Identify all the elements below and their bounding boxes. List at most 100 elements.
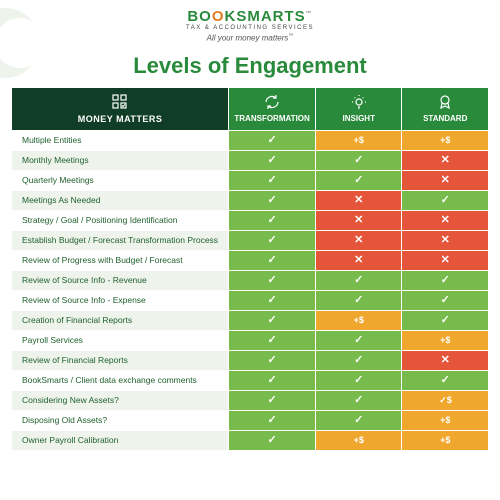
header-transformation: TRANSFORMATION	[229, 88, 315, 130]
plus-icon: +$	[439, 434, 451, 446]
status-cell: +$	[402, 131, 488, 150]
brand-logo: BOOKSMARTS™ TAX & ACCOUNTING SERVICES Al…	[0, 0, 500, 43]
header-standard: STANDARD	[402, 88, 488, 130]
status-cell: +$	[402, 411, 488, 430]
check-icon: ✓	[266, 154, 278, 166]
feature-label: Review of Source Info - Revenue	[12, 271, 228, 290]
check-icon: ✓	[266, 194, 278, 206]
check-icon: ✓	[266, 274, 278, 286]
status-cell: ✓	[316, 351, 401, 370]
check-icon: ✓	[353, 354, 365, 366]
brand-name-p3: KSMARTS	[225, 8, 306, 25]
page-title: Levels of Engagement	[0, 53, 500, 79]
check-icon: ✓	[439, 314, 451, 326]
header-insight: INSIGHT	[316, 88, 401, 130]
status-cell: ✓	[229, 311, 315, 330]
plus-icon: +$	[439, 334, 451, 346]
status-cell: ✓	[316, 291, 401, 310]
status-cell: ✓	[229, 351, 315, 370]
table-row: Review of Financial Reports✓✓✕	[12, 351, 488, 370]
check-icon: ✓	[439, 194, 451, 206]
plus_check-icon: ✓$	[439, 394, 451, 406]
status-cell: ✓	[316, 391, 401, 410]
brand-sub: TAX & ACCOUNTING SERVICES	[0, 25, 500, 31]
status-cell: ✕	[316, 231, 401, 250]
feature-label: Meetings As Needed	[12, 191, 228, 210]
header-insight-label: INSIGHT	[343, 114, 375, 123]
brand-name-p1: BO	[187, 8, 212, 25]
check-icon: ✓	[439, 294, 451, 306]
table-row: BookSmarts / Client data exchange commen…	[12, 371, 488, 390]
cross-icon: ✕	[439, 354, 451, 366]
status-cell: +$	[316, 311, 401, 330]
status-cell: ✓	[402, 311, 488, 330]
table-row: Meetings As Needed✓✕✓	[12, 191, 488, 210]
cross-icon: ✕	[439, 174, 451, 186]
status-cell: ✕	[402, 351, 488, 370]
feature-label: Review of Source Info - Expense	[12, 291, 228, 310]
check-icon: ✓	[353, 274, 365, 286]
status-cell: ✓	[402, 191, 488, 210]
table-row: Multiple Entities✓+$+$	[12, 131, 488, 150]
check-icon: ✓	[266, 334, 278, 346]
check-icon: ✓	[266, 294, 278, 306]
feature-label: BookSmarts / Client data exchange commen…	[12, 371, 228, 390]
check-icon: ✓	[353, 174, 365, 186]
table-row: Considering New Assets?✓✓✓$	[12, 391, 488, 410]
cross-icon: ✕	[353, 254, 365, 266]
feature-label: Establish Budget / Forecast Transformati…	[12, 231, 228, 250]
ribbon-icon	[404, 94, 486, 112]
status-cell: +$	[316, 431, 401, 450]
feature-label: Quarterly Meetings	[12, 171, 228, 190]
plus-icon: +$	[353, 314, 365, 326]
status-cell: ✓	[229, 211, 315, 230]
table-row: Review of Progress with Budget / Forecas…	[12, 251, 488, 270]
check-icon: ✓	[266, 254, 278, 266]
table-row: Review of Source Info - Expense ✓ ✓ ✓	[12, 291, 488, 310]
status-cell: +$	[402, 431, 488, 450]
check-icon: ✓	[266, 234, 278, 246]
check-icon: ✓	[266, 354, 278, 366]
header-feature-label: MONEY MATTERS	[78, 114, 163, 124]
status-cell: ✓$	[402, 391, 488, 410]
feature-label: Strategy / Goal / Positioning Identifica…	[12, 211, 228, 230]
status-cell: ✓	[229, 231, 315, 250]
status-cell: ✕	[402, 251, 488, 270]
status-cell: ✓	[316, 151, 401, 170]
status-cell: ✕	[402, 171, 488, 190]
brand-name: BOOKSMARTS™	[0, 8, 500, 25]
cross-icon: ✕	[439, 154, 451, 166]
cross-icon: ✕	[439, 214, 451, 226]
plus-icon: +$	[353, 434, 365, 446]
plus-icon: +$	[439, 134, 451, 146]
check-icon: ✓	[353, 334, 365, 346]
check-icon: ✓	[266, 394, 278, 406]
check-icon: ✓	[266, 134, 278, 146]
status-cell: ✓	[229, 171, 315, 190]
bulb-icon	[318, 94, 399, 112]
check-icon: ✓	[439, 274, 451, 286]
header-standard-label: STANDARD	[423, 114, 467, 123]
table-header-row: MONEY MATTERS TRANSFORMATION INSIGHT STA…	[12, 88, 488, 130]
table-row: Establish Budget / Forecast Transformati…	[12, 231, 488, 250]
feature-label: Payroll Services	[12, 331, 228, 350]
status-cell: ✓	[402, 271, 488, 290]
check-icon: ✓	[266, 434, 278, 446]
status-cell: ✓	[316, 271, 401, 290]
table-row: Quarterly Meetings✓✓✕	[12, 171, 488, 190]
cross-icon: ✕	[353, 234, 365, 246]
check-icon: ✓	[353, 394, 365, 406]
plus-icon: +$	[353, 134, 365, 146]
check-icon: ✓	[353, 294, 365, 306]
status-cell: +$	[316, 131, 401, 150]
table-row: Disposing Old Assets?✓✓+$	[12, 411, 488, 430]
engagement-table: MONEY MATTERS TRANSFORMATION INSIGHT STA…	[11, 87, 489, 451]
table-row: Creation of Financial Reports✓+$✓	[12, 311, 488, 330]
plus-icon: +$	[439, 414, 451, 426]
feature-label: Creation of Financial Reports	[12, 311, 228, 330]
status-cell: ✓	[229, 251, 315, 270]
cross-icon: ✕	[439, 234, 451, 246]
status-cell: ✕	[402, 151, 488, 170]
status-cell: ✓	[229, 391, 315, 410]
status-cell: ✓	[316, 371, 401, 390]
